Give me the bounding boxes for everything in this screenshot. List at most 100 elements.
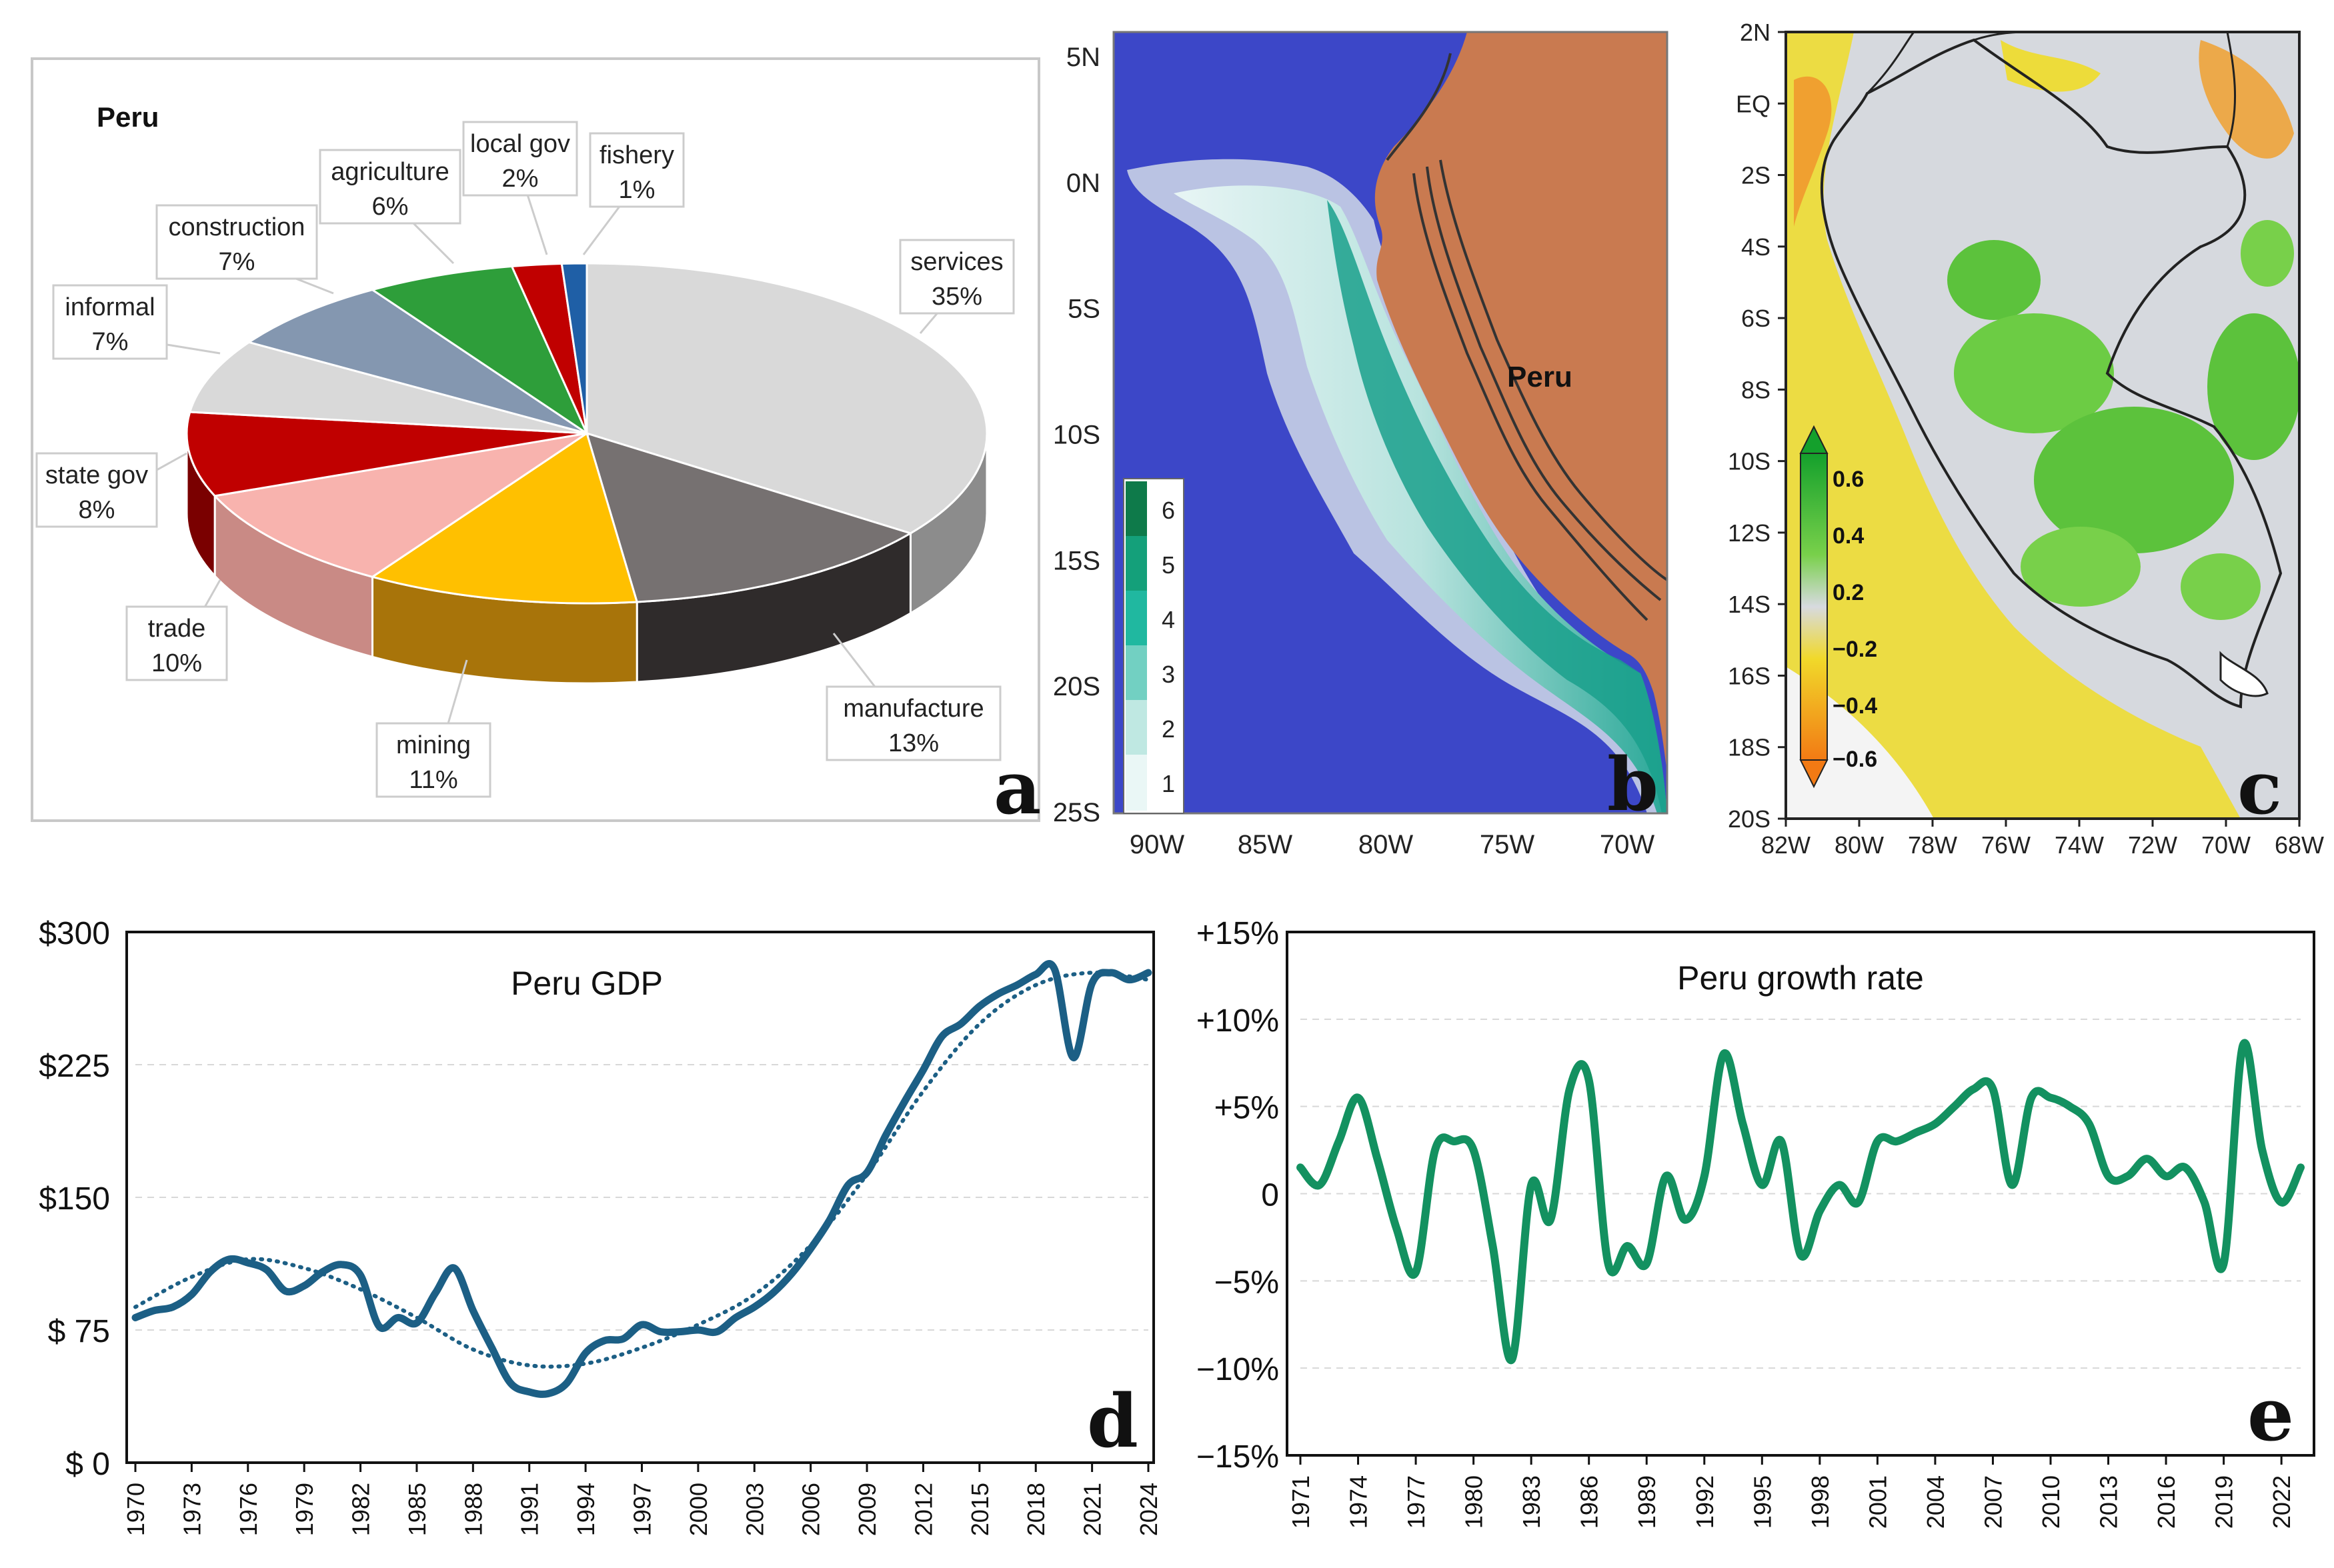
map-c-lat-ticks: 2N EQ 2S 4S 6S 8S 10S 12S 14S 16S 18S 20S — [1728, 19, 1786, 833]
pie-label-pct: 8% — [79, 496, 115, 524]
coastal-map-panel: Peru 6 5 4 3 2 1 b 5N 0N 5S 10S 15S 20S 25S 90W 85W 8… — [1053, 31, 1668, 859]
gdp-plot-frame — [125, 931, 1155, 1464]
pie-label-name: trade — [148, 615, 206, 643]
e-ytick-label: −10% — [1196, 1352, 1279, 1387]
map-b-region-label: Peru — [1507, 361, 1572, 393]
d-xtick-label: 2015 — [966, 1483, 994, 1536]
growth-series — [1296, 1039, 2305, 1365]
map-c-lat-tick: 20S — [1728, 805, 1771, 833]
map-c-lon-tick: 80W — [1835, 831, 1884, 859]
map-c-lon-tick: 72W — [2128, 831, 2177, 859]
e-xtick-label: 1992 — [1691, 1475, 1718, 1529]
e-xtick-label: 1989 — [1633, 1475, 1660, 1529]
map-c-orange-patch-ne — [2199, 40, 2294, 159]
pie-label-pct: 11% — [409, 766, 457, 794]
map-c-lat-tick: 2N — [1740, 19, 1771, 46]
map-b-lon-tick: 70W — [1600, 830, 1654, 859]
e-xtick-label: 1995 — [1748, 1475, 1776, 1529]
pie-slice-manufacture — [585, 431, 914, 603]
pie-label-mining: mining 11% — [375, 659, 491, 798]
map-c-lat-tick: 2S — [1741, 162, 1771, 189]
peru-border — [1820, 38, 2283, 709]
panel-letter-e: e — [2247, 1371, 2294, 1457]
pie-labels: services 35% manufacture 13% mining 11% trade 1… — [35, 121, 1015, 798]
map-b-lat-tick: 25S — [1053, 798, 1100, 827]
map-c-lat-tick: 8S — [1741, 376, 1771, 403]
map-b-lat-ticks: 5N 0N 5S 10S 15S 20S 25S — [1053, 43, 1100, 827]
pie-label-state-gov: state gov 8% — [35, 452, 187, 528]
e-xtick-label: 2010 — [2037, 1475, 2065, 1529]
pie-label-local-gov: local gov 2% — [462, 121, 578, 255]
d-xtick-label: 2009 — [854, 1483, 881, 1536]
pie-label-construction: construction 7% — [155, 204, 334, 295]
pie-label-name: manufacture — [843, 695, 984, 723]
map-c-lat-tick: EQ — [1736, 90, 1771, 117]
pie-label-name: mining — [396, 731, 471, 759]
d-xtick-label: 1973 — [178, 1483, 205, 1536]
pie-label-services: services 35% — [899, 239, 1015, 334]
map-b-lat-tick: 5N — [1066, 43, 1100, 72]
map-c-lon-ticks: 82W 80W 78W 76W 74W 72W 70W 68W — [1761, 819, 2324, 859]
anomaly-map-panel: 0.6 0.4 0.2 −0.2 −0.4 −0.6 c 2N EQ 2S 4S 6S 8S 10S 1… — [1728, 19, 2324, 859]
map-b-lat-tick: 10S — [1053, 421, 1100, 450]
e-ytick-label: +15% — [1196, 916, 1279, 951]
map-c-legend: 0.6 0.4 0.2 −0.2 −0.4 −0.6 — [1799, 425, 1877, 789]
map-b-legend-label: 3 — [1162, 661, 1175, 688]
shelf-deep-color — [1327, 200, 1667, 813]
map-b-lat-tick: 15S — [1053, 546, 1100, 575]
e-xtick-label: 1977 — [1402, 1475, 1430, 1529]
d-xtick-label: 1970 — [122, 1483, 149, 1536]
d-xtick-label: 1988 — [459, 1483, 487, 1536]
map-b-lon-tick: 85W — [1238, 830, 1292, 859]
map-c-green-patch-2 — [1954, 313, 2114, 433]
gdp-title: Peru GDP — [511, 965, 663, 1002]
e-xtick-label: 1980 — [1460, 1475, 1488, 1529]
map-c-green-patch-6 — [2181, 553, 2261, 620]
map-c-legend-label: −0.2 — [1833, 637, 1877, 662]
pie-label-informal: informal 7% — [52, 284, 221, 360]
map-b-legend-label: 2 — [1162, 715, 1175, 743]
map-c-lon-tick: 76W — [1981, 831, 2031, 859]
gdp-chart-panel: Peru GDP $300$225$150$ 75$ 0 1970 1973 197… — [39, 916, 1162, 1536]
d-xtick-label: 1985 — [403, 1483, 431, 1536]
pie-label-pct: 1% — [619, 176, 656, 204]
pie-slices — [185, 262, 988, 605]
growth-plot-frame — [1286, 931, 2315, 1457]
map-c-legend-label: 0.4 — [1833, 523, 1864, 549]
d-xtick-label: 1997 — [629, 1483, 656, 1536]
e-xtick-label: 1983 — [1518, 1475, 1545, 1529]
map-b-legend: 6 5 4 3 2 1 — [1123, 478, 1184, 814]
pie-label-manufacture: manufacture 13% — [826, 633, 1002, 761]
e-ytick-label: 0 — [1261, 1178, 1279, 1213]
d-xtick-label: 1991 — [516, 1483, 543, 1536]
e-xtick-label: 1998 — [1807, 1475, 1834, 1529]
map-b-frame — [1112, 31, 1668, 815]
pie-label-fishery: fishery 1% — [582, 132, 685, 255]
panel-letter-c: c — [2237, 745, 2282, 831]
growth-chart-panel: Peru growth rate +15% +10% +5% 0 −5% −10% −15%… — [1196, 916, 2315, 1529]
pie-label-name: services — [910, 248, 1003, 276]
growth-title: Peru growth rate — [1677, 959, 1924, 997]
e-xtick-label: 1974 — [1345, 1475, 1372, 1529]
map-c-frame — [1785, 31, 2301, 820]
map-b-legend-label: 4 — [1162, 606, 1175, 633]
pie-title: Peru — [97, 101, 159, 133]
map-c-lon-tick: 70W — [2201, 831, 2251, 859]
map-c-lon-tick: 82W — [1761, 831, 1811, 859]
e-xtick-label: 2019 — [2211, 1475, 2238, 1529]
pie-label-name: informal — [65, 293, 155, 321]
map-c-lat-tick: 6S — [1741, 305, 1771, 332]
pie-label-name: agriculture — [331, 158, 449, 186]
map-c-lon-tick: 74W — [2055, 831, 2104, 859]
pie-label-pct: 2% — [502, 165, 539, 193]
d-xtick-label: 2018 — [1022, 1483, 1050, 1536]
gdp-x-ticks: 1970 1973 1976 1979 1982 1985 1988 1991 1994 1997… — [122, 1463, 1162, 1536]
e-ytick-label: +10% — [1196, 1003, 1279, 1039]
map-c-lat-tick: 10S — [1728, 448, 1771, 475]
d-ytick-label: $225 — [39, 1049, 110, 1084]
d-series-trend — [133, 970, 1150, 1369]
panel-letter-d: d — [1087, 1378, 1138, 1464]
e-ytick-label: −15% — [1196, 1439, 1279, 1475]
d-ytick-label: $150 — [39, 1181, 110, 1217]
